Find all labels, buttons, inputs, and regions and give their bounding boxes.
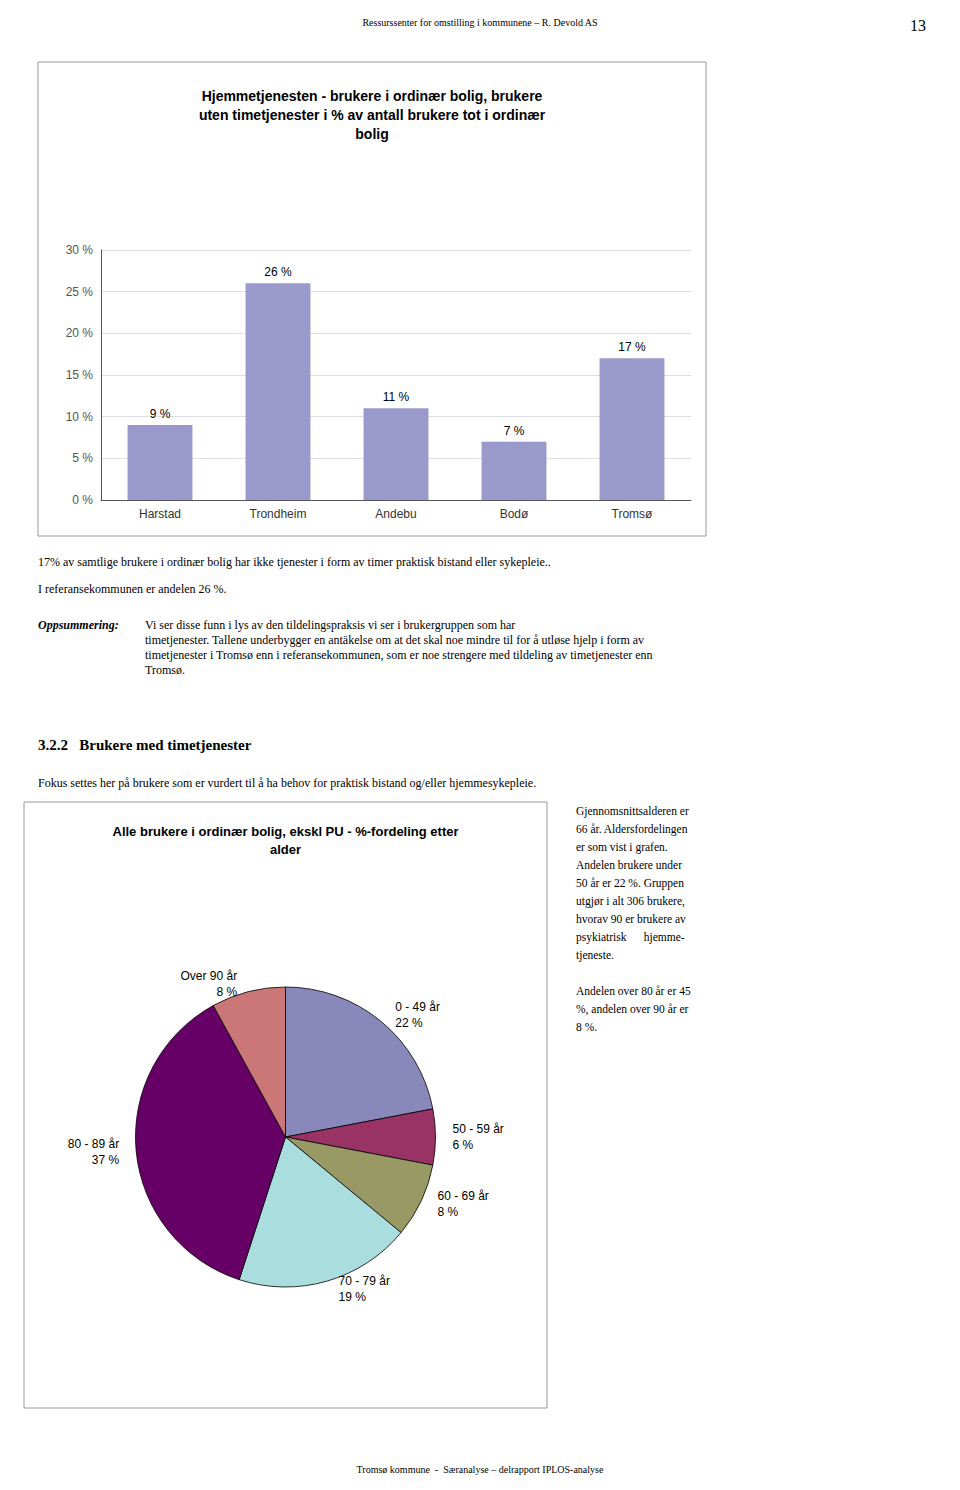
svg-text:80 - 89 år: 80 - 89 år <box>68 1137 119 1151</box>
svg-text:psykiatrisk hjemme-: psykiatrisk hjemme- <box>576 931 685 944</box>
svg-text:Hjemmetjenesten - brukere i or: Hjemmetjenesten - brukere i ordinær boli… <box>202 88 543 104</box>
svg-text:Over 90 år: Over 90 år <box>181 969 238 983</box>
svg-text:Oppsummering:: Oppsummering: <box>38 618 119 632</box>
svg-text:Andelen brukere under: Andelen brukere under <box>576 859 682 871</box>
svg-text:60 - 69 år: 60 - 69 år <box>437 1189 488 1203</box>
svg-text:timetjenester. Tallene underby: timetjenester. Tallene underbygger en an… <box>145 633 644 647</box>
svg-text:13: 13 <box>910 17 926 34</box>
svg-text:8 %: 8 % <box>217 985 238 999</box>
svg-text:Andelen over 80 år er 45: Andelen over 80 år er 45 <box>576 985 691 997</box>
svg-text:5 %: 5 % <box>72 451 93 465</box>
svg-text:0 - 49 år: 0 - 49 år <box>395 1000 440 1014</box>
svg-text:25 %: 25 % <box>66 285 94 299</box>
svg-text:Fokus settes her på brukere so: Fokus settes her på brukere som er vurde… <box>38 776 536 790</box>
svg-text:utgjør i alt 306 brukere,: utgjør i alt 306 brukere, <box>576 895 685 908</box>
svg-text:hvorav 90 er brukere av: hvorav 90 er brukere av <box>576 913 686 925</box>
svg-text:6 %: 6 % <box>453 1138 474 1152</box>
svg-text:Vi ser disse funn i lys av den: Vi ser disse funn i lys av den tildeling… <box>145 618 515 632</box>
svg-text:30 %: 30 % <box>66 243 94 257</box>
svg-text:Alle brukere i ordinær bolig,: Alle brukere i ordinær bolig, ekskl PU -… <box>112 824 458 839</box>
svg-text:9 %: 9 % <box>150 407 171 421</box>
svg-text:8 %: 8 % <box>437 1205 458 1219</box>
svg-text:Ressurssenter for omstilling i: Ressurssenter for omstilling i kommunene… <box>362 17 597 28</box>
svg-text:37 %: 37 % <box>92 1153 120 1167</box>
svg-text:%, andelen over 90 år er: %, andelen over 90 år er <box>576 1003 689 1016</box>
svg-text:er som vist i grafen.: er som vist i grafen. <box>576 841 668 854</box>
svg-text:3.2.2 Brukere med timetjenes: 3.2.2 Brukere med timetjenester <box>38 737 252 753</box>
svg-text:26 %: 26 % <box>264 265 292 279</box>
svg-text:Tromsø.: Tromsø. <box>145 663 185 677</box>
svg-text:tjeneste.: tjeneste. <box>576 949 614 962</box>
svg-text:Harstad: Harstad <box>139 507 181 521</box>
svg-text:I referansekommunen er andelen: I referansekommunen er andelen 26 %. <box>38 582 227 596</box>
svg-text:15 %: 15 % <box>66 368 94 382</box>
svg-text:bolig: bolig <box>355 126 388 142</box>
svg-text:0 %: 0 % <box>72 493 93 507</box>
svg-text:50 år er 22 %. Gruppen: 50 år er 22 %. Gruppen <box>576 877 684 890</box>
svg-text:Andebu: Andebu <box>375 507 416 521</box>
svg-text:uten timetjenester i % av anta: uten timetjenester i % av antall brukere… <box>199 107 546 123</box>
svg-text:8 %.: 8 %. <box>576 1021 597 1033</box>
svg-text:timetjenester i Tromsø enn i r: timetjenester i Tromsø enn i referanseko… <box>145 648 653 662</box>
svg-text:19 %: 19 % <box>339 1290 367 1304</box>
svg-text:11 %: 11 % <box>383 390 410 404</box>
svg-text:Tromsø kommune - Særanalyse: Tromsø kommune - Særanalyse – delrapport… <box>357 1464 604 1475</box>
svg-text:7 %: 7 % <box>504 424 525 438</box>
svg-text:17 %: 17 % <box>618 340 646 354</box>
svg-text:66 år. Aldersfordelingen: 66 år. Aldersfordelingen <box>576 823 688 836</box>
svg-text:Trondheim: Trondheim <box>250 507 307 521</box>
svg-text:Tromsø: Tromsø <box>612 507 654 521</box>
svg-text:17% av samtlige brukere i ordi: 17% av samtlige brukere i ordinær bolig … <box>38 555 551 569</box>
svg-text:20 %: 20 % <box>66 326 94 340</box>
svg-text:22 %: 22 % <box>395 1016 423 1030</box>
svg-text:Bodø: Bodø <box>500 507 529 521</box>
svg-text:Gjennomsnittsalderen er: Gjennomsnittsalderen er <box>576 805 689 818</box>
svg-text:alder: alder <box>270 842 301 857</box>
svg-text:50 - 59 år: 50 - 59 år <box>453 1122 504 1136</box>
svg-text:70 - 79 år: 70 - 79 år <box>339 1274 390 1288</box>
svg-text:10 %: 10 % <box>66 410 94 424</box>
